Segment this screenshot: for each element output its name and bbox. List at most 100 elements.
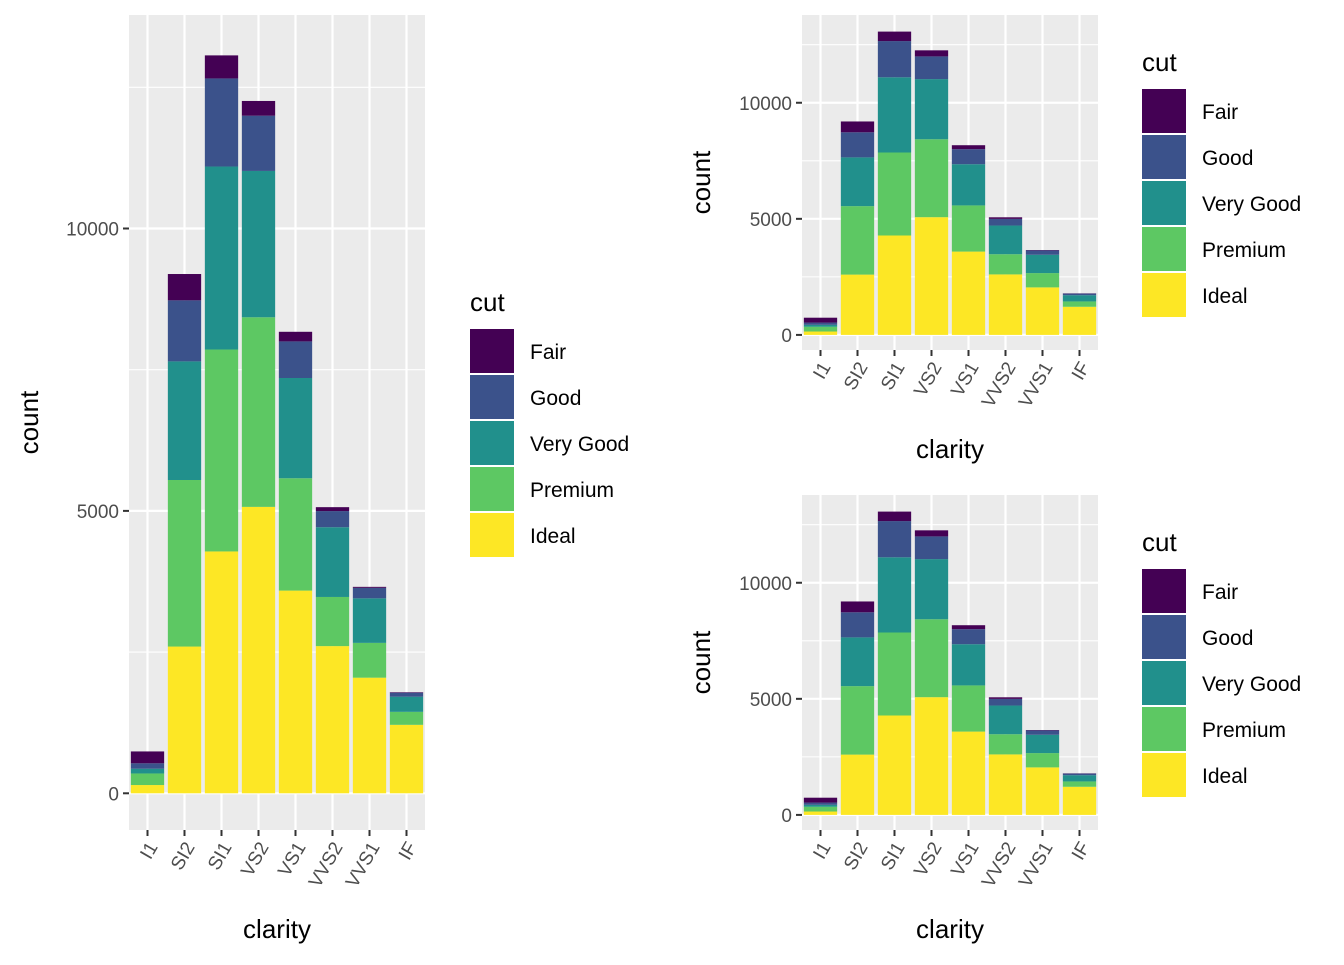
bar-segment <box>353 587 386 588</box>
x-tick-label: VVS2 <box>978 839 1020 892</box>
bar-segment <box>952 205 985 251</box>
bar-segment <box>131 773 164 785</box>
bar-segment <box>952 149 985 164</box>
bar-segment <box>952 732 985 815</box>
legend-key <box>1142 89 1186 133</box>
bar-segment <box>804 327 837 332</box>
bar-segment <box>804 805 837 807</box>
bar-segment <box>804 332 837 335</box>
bar-segment <box>205 551 238 793</box>
bar-segment <box>878 41 911 77</box>
legend-key <box>1142 753 1186 797</box>
legend-key <box>1142 135 1186 179</box>
bar-segment <box>316 597 349 646</box>
y-tick-label: 10000 <box>739 574 792 595</box>
bar-segment <box>1063 774 1096 776</box>
legend-label: Fair <box>1202 581 1238 604</box>
bar-segment <box>131 785 164 793</box>
y-axis-title: count <box>686 630 716 694</box>
y-tick-label: 10000 <box>66 219 119 240</box>
bar-segment <box>316 527 349 597</box>
bar-segment <box>841 612 874 637</box>
bar-segment <box>316 646 349 793</box>
legend-key <box>470 467 514 511</box>
bar-segment <box>878 153 911 236</box>
x-tick-label: IF <box>395 839 422 864</box>
legend-label: Good <box>1202 147 1253 170</box>
x-axis-title: clarity <box>916 434 984 464</box>
y-tick-label: 0 <box>781 326 792 347</box>
bar-segment <box>915 619 948 697</box>
legend-label: Premium <box>530 479 614 502</box>
bar-segment <box>915 697 948 815</box>
bar-segment <box>390 692 423 693</box>
bar-segment <box>1063 775 1096 781</box>
bar-segment <box>841 157 874 206</box>
legend-label: Very Good <box>1202 673 1301 696</box>
legend-label: Very Good <box>530 433 629 456</box>
bar-segment <box>989 754 1022 814</box>
bar-segment <box>841 275 874 335</box>
bar-segment <box>989 274 1022 334</box>
bar-segment <box>915 559 948 619</box>
x-tick-label: VS1 <box>274 839 310 881</box>
bar-segment <box>353 598 386 643</box>
bar-segment <box>1063 295 1096 301</box>
y-axis-title: count <box>686 150 716 214</box>
bar-segment <box>390 693 423 697</box>
bar-segment <box>915 530 948 536</box>
x-tick-label: I1 <box>136 839 162 863</box>
bar-segment <box>168 300 201 361</box>
bar-segment <box>915 536 948 559</box>
y-axis-title: count <box>14 390 44 454</box>
bar-segment <box>1026 273 1059 287</box>
bar-segment <box>168 480 201 647</box>
y-tick-label: 0 <box>781 806 792 827</box>
bar-segment <box>915 56 948 79</box>
bar-segment <box>242 101 275 116</box>
legend-title: cut <box>1142 47 1177 77</box>
bar-segment <box>242 317 275 507</box>
bar-segment <box>952 625 985 629</box>
bar-segment <box>168 274 201 300</box>
legend-key <box>470 513 514 557</box>
legend-label: Good <box>1202 627 1253 650</box>
bar-segment <box>841 686 874 754</box>
legend-key <box>1142 569 1186 613</box>
bar-segment <box>1026 287 1059 335</box>
y-tick-label: 5000 <box>750 210 792 231</box>
bar-segment <box>205 350 238 552</box>
bar-segment <box>989 217 1022 219</box>
bar-segment <box>989 706 1022 735</box>
bar-segment <box>279 378 312 478</box>
y-tick-label: 5000 <box>77 502 119 523</box>
bar-segment <box>279 478 312 590</box>
bar-segment <box>804 803 837 805</box>
bar-segment <box>390 725 423 793</box>
bar-segment <box>952 685 985 731</box>
bar-segment <box>131 769 164 774</box>
bar-segment <box>952 644 985 685</box>
bar-segment <box>1063 787 1096 815</box>
x-tick-label: SI2 <box>840 839 872 874</box>
x-tick-label: VS1 <box>947 359 983 401</box>
x-tick-label: VVS1 <box>1015 359 1057 412</box>
bar-segment <box>205 55 238 78</box>
legend-key <box>1142 615 1186 659</box>
x-tick-label: I1 <box>809 839 835 863</box>
bar-segment <box>804 325 837 327</box>
y-tick-label: 0 <box>108 784 119 805</box>
bar-segment <box>989 699 1022 706</box>
bar-segment <box>804 812 837 815</box>
bar-segment <box>1063 781 1096 786</box>
legend-label: Ideal <box>1202 285 1248 308</box>
bar-segment <box>915 79 948 139</box>
bar-segment <box>1063 294 1096 296</box>
x-tick-label: VVS1 <box>342 839 384 892</box>
bar-segment <box>989 734 1022 754</box>
x-tick-label: SI1 <box>204 839 236 874</box>
x-tick-label: VS1 <box>947 839 983 881</box>
